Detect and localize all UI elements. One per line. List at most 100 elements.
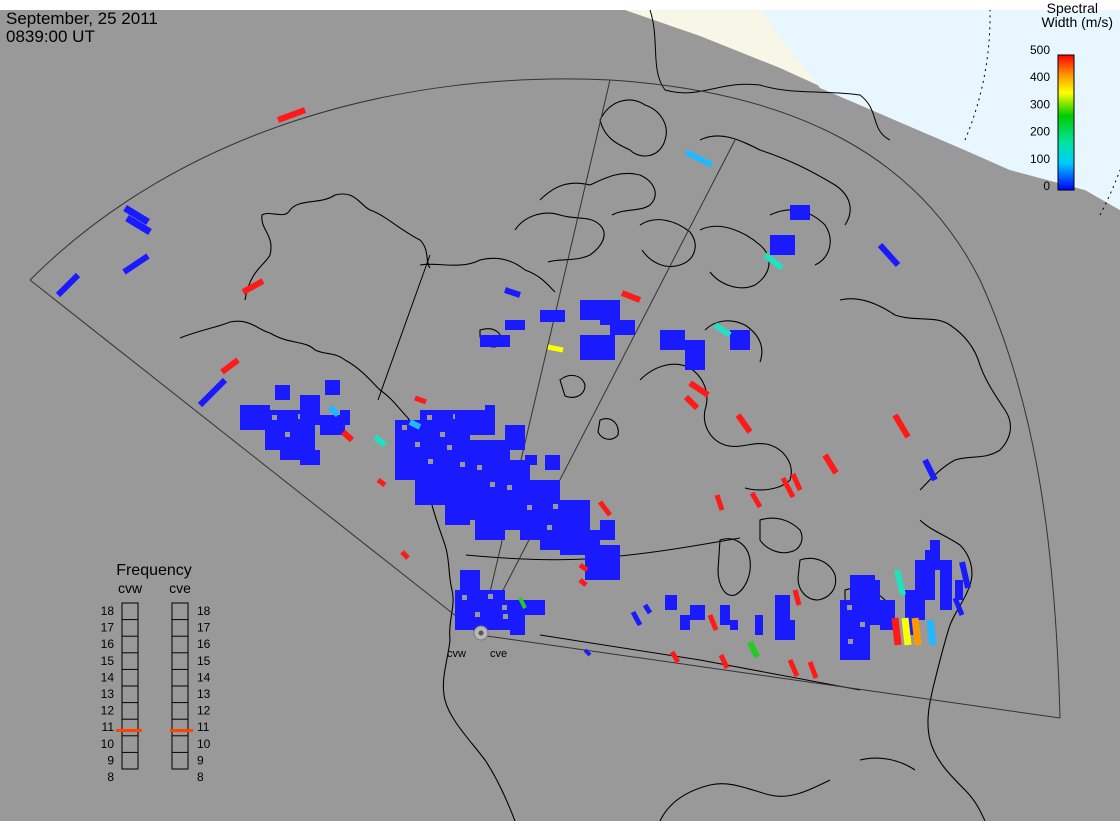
- time-label: 0839:00 UT: [6, 27, 95, 46]
- data-cell: [877, 242, 901, 268]
- data-cell: [683, 394, 700, 411]
- frequency-scale-right: 11: [197, 720, 210, 734]
- data-cell: [123, 205, 150, 225]
- data-cell-block: [780, 620, 795, 640]
- data-cell-block: [730, 330, 750, 350]
- data-cell: [911, 617, 922, 646]
- data-cell-block: [325, 380, 340, 395]
- data-cell-block: [455, 410, 485, 435]
- colorbar-tick-label: 500: [1030, 43, 1050, 57]
- frequency-scale-right: 16: [197, 637, 211, 651]
- data-cell: [684, 149, 714, 168]
- coastlines: [179, 99, 1011, 821]
- data-cell-block: [880, 600, 895, 630]
- data-cell-block: [510, 610, 525, 635]
- data-cell: [55, 272, 81, 298]
- data-cell: [414, 395, 427, 405]
- date-label: September, 25 2011: [6, 9, 158, 28]
- frequency-scale-right: 9: [197, 753, 204, 767]
- colorbar-tick-label: 200: [1030, 125, 1050, 139]
- frequency-scale-right: 12: [197, 704, 211, 718]
- data-cell: [197, 377, 228, 408]
- frequency-scale-right: 8: [197, 770, 204, 784]
- data-cell-block: [340, 410, 350, 425]
- data-cell-block: [690, 605, 705, 620]
- data-cell-block: [720, 605, 730, 625]
- data-cell-block: [480, 335, 510, 347]
- colorbar-tick-label: 400: [1030, 70, 1050, 84]
- colorbar-tick-label: 300: [1030, 97, 1050, 111]
- data-cell-block: [665, 595, 677, 610]
- data-cell-block: [790, 205, 810, 220]
- data-cell: [822, 453, 839, 475]
- frequency-scale-right: 10: [197, 737, 211, 751]
- frequency-scale-left: 12: [101, 704, 115, 718]
- data-cell: [276, 107, 307, 123]
- frequency-panel: Frequency cvw cve 18 18 17 17 16 16 15 15 14 14 13…: [101, 562, 211, 784]
- data-cell: [630, 610, 643, 627]
- frequency-scale-right: 14: [197, 670, 211, 684]
- data-cell-block: [320, 415, 345, 435]
- data-cell: [547, 344, 564, 353]
- data-cell-block: [730, 620, 738, 630]
- data-cell-block: [415, 480, 445, 505]
- frequency-scale-right: 18: [197, 604, 211, 618]
- data-cell: [952, 597, 965, 616]
- data-cell: [583, 648, 592, 657]
- data-cell: [790, 472, 803, 492]
- data-cell: [763, 252, 784, 271]
- data-cell-block: [905, 590, 915, 635]
- frequency-scale-left: 11: [102, 720, 115, 734]
- data-cell-block: [300, 395, 320, 425]
- data-cell: [714, 494, 725, 511]
- data-cell: [787, 658, 800, 678]
- data-cell-block: [540, 310, 565, 322]
- data-cell: [926, 619, 937, 646]
- fov-outline: [29, 78, 1061, 719]
- data-cell: [922, 458, 938, 482]
- data-cell: [400, 550, 410, 560]
- data-cell: [688, 380, 710, 398]
- data-cell-block: [925, 550, 935, 600]
- frequency-scale-left: 17: [101, 621, 115, 635]
- data-cell-block: [485, 405, 495, 435]
- data-cell: [373, 434, 387, 448]
- data-cell-block: [505, 425, 525, 450]
- data-cell: [792, 589, 802, 606]
- frequency-scale-left: 16: [101, 637, 115, 651]
- data-cell-block: [300, 450, 320, 465]
- colorbar: Spectral Width (m/s) 500 400 300 200 100 0: [1030, 0, 1113, 193]
- data-cell: [735, 413, 753, 434]
- data-cell: [894, 569, 906, 596]
- data-cell-block: [930, 540, 940, 570]
- data-cell: [125, 215, 152, 235]
- radar-label-west: cvw: [447, 648, 466, 660]
- data-cell: [241, 278, 265, 295]
- data-cell: [598, 500, 612, 517]
- data-cell-block: [445, 500, 470, 525]
- data-cell-block: [940, 560, 952, 610]
- frequency-scale-right: 13: [197, 687, 211, 701]
- data-cell-block: [770, 235, 795, 255]
- colorbar-tick-label: 0: [1043, 179, 1050, 193]
- data-cell: [780, 476, 796, 499]
- data-cell-block: [520, 600, 545, 615]
- data-cell-block: [685, 340, 705, 370]
- data-cell: [122, 253, 150, 275]
- frequency-scale-left: 8: [107, 770, 114, 784]
- radar-sites: cvw cve: [447, 625, 507, 660]
- data-cell-block: [600, 520, 615, 540]
- frequency-scale-left: 15: [101, 654, 115, 668]
- data-cell-block: [460, 570, 480, 590]
- frequency-scale-left: 9: [107, 753, 114, 767]
- data-cell: [713, 322, 732, 338]
- daylight-region: [625, 9, 1120, 216]
- colorbar-tick-label: 100: [1030, 152, 1050, 166]
- data-cell: [959, 561, 971, 589]
- data-cell: [504, 287, 521, 298]
- frequency-right-label: cve: [169, 580, 191, 596]
- header: September, 25 2011 0839:00 UT: [6, 9, 158, 46]
- radar-data-cells: [55, 107, 971, 679]
